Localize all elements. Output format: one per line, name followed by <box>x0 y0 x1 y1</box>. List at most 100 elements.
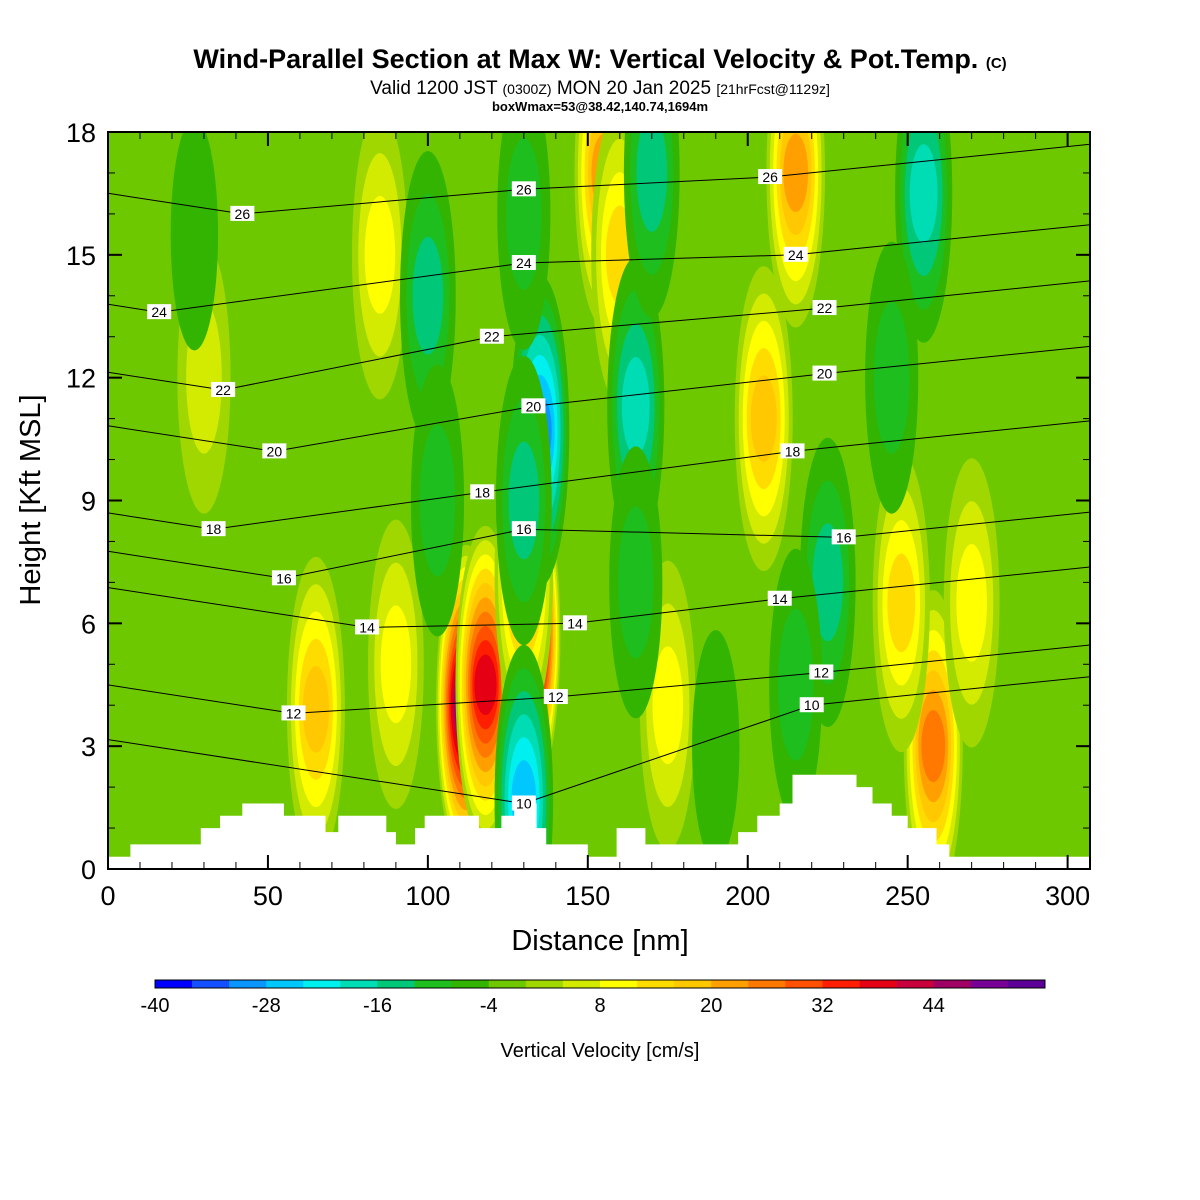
colorbar-tick-label: -28 <box>252 995 281 1017</box>
theta-label: 20 <box>262 443 287 459</box>
terrain-profile <box>108 774 1090 869</box>
w-feature-4 <box>286 556 345 862</box>
colorbar-swatch <box>303 980 341 988</box>
w-contour-level <box>412 236 444 355</box>
w-feature-13 <box>351 132 408 400</box>
theta-label-text: 22 <box>215 382 231 398</box>
theta-label-text: 16 <box>276 570 292 586</box>
colorbar-swatch <box>600 980 638 988</box>
theta-label-text: 18 <box>785 443 801 459</box>
theta-label: 18 <box>780 443 805 459</box>
copyright-mark: (C) <box>985 55 1007 72</box>
theta-label: 26 <box>230 205 255 222</box>
theta-label: 22 <box>812 300 837 316</box>
colorbar-swatch <box>674 980 712 988</box>
box-wmax: boxWmax=53@38.42,140.74,1694m <box>491 99 709 114</box>
y-tick-label: 18 <box>66 118 96 148</box>
theta-label-text: 10 <box>804 697 820 713</box>
colorbar-swatch <box>785 980 823 988</box>
w-contour-level <box>812 523 844 642</box>
colorbar-swatch <box>711 980 749 988</box>
colorbar-swatch <box>340 980 378 988</box>
valid-time: Valid 1200 JST (0300Z) MON 20 Jan 2025 [… <box>0 79 1200 99</box>
theta-label-text: 18 <box>474 484 490 500</box>
w-contour-level <box>887 553 916 653</box>
colorbar-swatch <box>748 980 786 988</box>
colorbar-swatch <box>266 980 304 988</box>
w-contour-level <box>621 357 650 456</box>
colorbar-tick-label: -4 <box>480 995 498 1017</box>
colorbar-title: Vertical Velocity [cm/s] <box>501 1040 700 1062</box>
w-contour-level <box>170 132 219 351</box>
w-contour-level <box>777 608 814 761</box>
theta-contour-labels: 26 26 26 24 24 24 22 22 22 20 20 20 18 18 18 16 16 16 14 14… <box>147 169 856 811</box>
w-feature-29 <box>170 132 219 351</box>
w-contour-level <box>750 375 777 462</box>
colorbar-swatch <box>414 980 452 988</box>
theta-label: 20 <box>521 398 546 414</box>
theta-label-text: 24 <box>516 255 532 271</box>
w-contour-level <box>474 654 497 716</box>
theta-label: 12 <box>543 689 568 705</box>
x-tick-label: 200 <box>725 881 770 911</box>
colorbar-swatch <box>377 980 415 988</box>
w-contour-level <box>302 666 329 753</box>
w-contour-level <box>617 506 654 659</box>
theta-label: 16 <box>831 529 856 545</box>
chart-title-text: Wind-Parallel Section at Max W: Vertical… <box>193 44 979 74</box>
theta-label-text: 14 <box>772 591 788 607</box>
colorbar-swatch <box>859 980 897 988</box>
theta-label-text: 20 <box>267 443 283 459</box>
colorbar-swatch <box>525 980 564 988</box>
theta-label: 24 <box>783 246 808 263</box>
theta-label-text: 10 <box>516 795 532 811</box>
w-contour-level <box>364 195 396 314</box>
colorbar-swatch <box>562 980 601 988</box>
w-contour-level <box>956 543 987 662</box>
x-tick-label: 0 <box>100 881 115 911</box>
theta-label: 14 <box>355 619 380 635</box>
theta-label-text: 22 <box>484 329 500 345</box>
theta-label: 24 <box>511 255 536 271</box>
theta-label-text: 24 <box>788 247 804 263</box>
theta-label-text: 14 <box>359 619 375 635</box>
axes: 0 50 100 150 200 250 300 0 3 6 9 12 15 18 <box>66 118 1090 911</box>
y-axis-title: Height [Kft MSL] <box>15 394 47 605</box>
theta-label-text: 26 <box>235 206 251 222</box>
theta-label: 24 <box>147 304 172 320</box>
colorbar-swatch <box>896 980 935 988</box>
x-axis-title: Distance [nm] <box>511 925 688 957</box>
theta-label: 18 <box>201 521 226 537</box>
w-feature-26 <box>865 241 919 514</box>
x-tick-label: 300 <box>1045 881 1090 911</box>
w-contour-level <box>652 646 684 765</box>
w-feature-11 <box>943 458 1000 748</box>
theta-label: 16 <box>511 521 536 537</box>
colorbar-frame <box>154 979 1046 989</box>
w-contour-level <box>783 133 809 213</box>
colorbar-tick-label: 20 <box>700 995 722 1017</box>
w-contour-level <box>909 144 938 243</box>
x-tick-label: 50 <box>253 881 283 911</box>
colorbar-swatch <box>192 980 230 988</box>
w-feature-18 <box>497 132 551 350</box>
w-contour-level <box>508 441 540 560</box>
colorbar-swatch <box>1007 980 1046 988</box>
w-contour-level <box>636 132 668 232</box>
theta-isentrope <box>108 676 1090 805</box>
theta-label: 16 <box>271 570 296 586</box>
chart-title: Wind-Parallel Section at Max W: Vertical… <box>0 44 1200 79</box>
colorbar-tick-label: -16 <box>363 995 392 1017</box>
theta-label: 14 <box>563 615 588 631</box>
w-feature-10 <box>872 453 930 753</box>
theta-label-text: 12 <box>286 705 302 721</box>
colorbar-swatch <box>229 980 267 988</box>
w-contour-level <box>380 605 412 724</box>
colorbar-tick-label: 32 <box>811 995 833 1017</box>
w-contour-level <box>873 301 910 454</box>
w-feature-17 <box>495 355 552 646</box>
theta-label-text: 16 <box>516 521 532 537</box>
theta-label-text: 12 <box>814 664 830 680</box>
w-feature-24 <box>609 446 663 719</box>
